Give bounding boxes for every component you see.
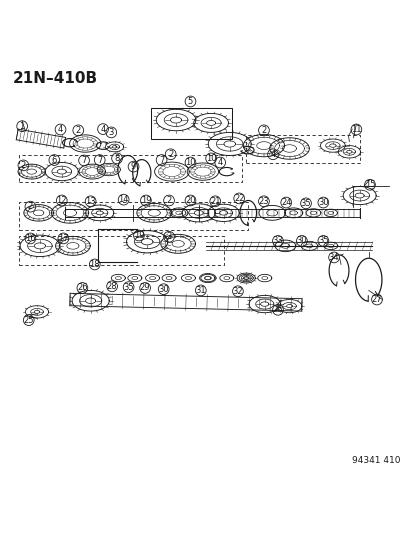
Text: 20: 20: [185, 196, 195, 205]
Text: 2: 2: [76, 126, 81, 135]
Text: 35: 35: [300, 199, 311, 208]
Text: 2: 2: [261, 126, 266, 135]
Text: 26: 26: [77, 284, 88, 293]
Text: 4: 4: [217, 158, 222, 167]
Text: 17: 17: [58, 234, 69, 243]
Text: 4: 4: [270, 150, 275, 159]
Text: 94341 410: 94341 410: [351, 456, 400, 465]
Text: 18: 18: [89, 260, 100, 269]
Text: 22: 22: [233, 194, 244, 203]
Text: 27: 27: [371, 295, 381, 304]
Text: 30: 30: [296, 237, 306, 245]
Text: 12: 12: [56, 196, 67, 205]
Bar: [246, 135, 359, 163]
Text: 16: 16: [25, 234, 36, 243]
Text: 35: 35: [317, 237, 328, 245]
Text: 5: 5: [188, 97, 192, 106]
Text: 19: 19: [140, 196, 151, 205]
Text: 24: 24: [280, 198, 291, 207]
Text: 34: 34: [328, 253, 339, 262]
Text: 6: 6: [52, 156, 57, 165]
Text: 28: 28: [107, 282, 117, 291]
Text: 2: 2: [28, 202, 33, 211]
Text: 10: 10: [205, 154, 216, 163]
Text: 25: 25: [24, 316, 34, 325]
Text: 35: 35: [123, 282, 133, 292]
Text: 4: 4: [100, 125, 105, 134]
Text: 33: 33: [272, 237, 282, 245]
Text: 23: 23: [258, 197, 268, 206]
Bar: [19, 202, 248, 230]
Text: 30: 30: [158, 285, 169, 294]
Text: 30: 30: [317, 198, 328, 207]
Text: 7: 7: [97, 156, 102, 165]
Bar: [151, 108, 231, 139]
Text: 2: 2: [166, 196, 171, 205]
Text: 13: 13: [85, 197, 96, 206]
Text: 2: 2: [21, 161, 26, 170]
Text: 25: 25: [272, 305, 282, 314]
Bar: [19, 155, 242, 182]
Text: 4: 4: [58, 125, 63, 134]
Text: 31: 31: [195, 286, 206, 295]
Text: 15: 15: [364, 180, 374, 189]
Text: 8: 8: [114, 154, 119, 163]
Text: 14: 14: [118, 195, 128, 204]
Text: 7: 7: [81, 156, 86, 165]
Text: 7: 7: [159, 156, 164, 165]
Text: 2: 2: [168, 150, 173, 159]
Text: 11: 11: [350, 125, 361, 134]
Text: 3: 3: [108, 128, 114, 137]
Text: 9: 9: [131, 162, 136, 171]
Text: 29: 29: [140, 284, 150, 293]
Text: 19: 19: [133, 231, 144, 240]
Text: 1: 1: [19, 122, 25, 131]
Text: 21N–410B: 21N–410B: [13, 70, 98, 85]
Text: 10: 10: [185, 158, 195, 167]
Text: 32: 32: [232, 287, 243, 296]
Bar: [19, 236, 223, 265]
Text: 2: 2: [166, 232, 171, 241]
Text: 21: 21: [209, 197, 220, 206]
